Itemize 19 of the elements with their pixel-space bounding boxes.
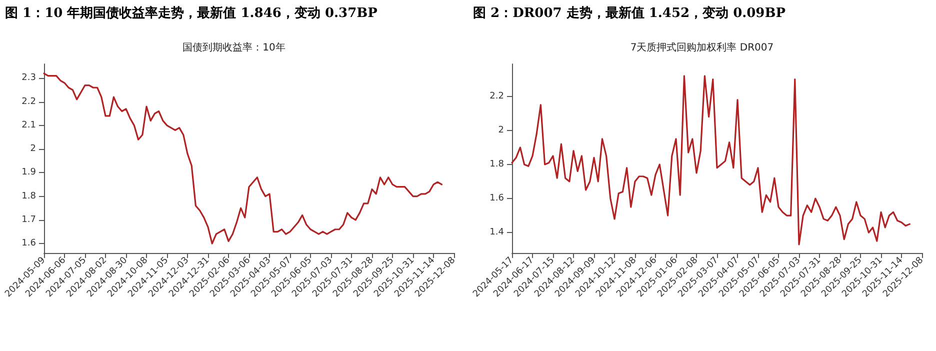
y-tick-label: 2.2	[490, 91, 504, 102]
chart-subtitle: 国债到期收益率：10年	[182, 42, 286, 54]
chart-title: 图 1：10 年期国债收益率走势，最新值 1.846，变动 0.37BP	[5, 5, 378, 21]
chart-title: 图 2：DR007 走势，最新值 1.452，变动 0.09BP	[473, 5, 786, 21]
y-tick-label: 2	[498, 125, 504, 136]
y-tick-label: 1.8	[22, 191, 36, 202]
y-tick-label: 2.1	[22, 120, 36, 130]
y-tick-label: 1.6	[22, 238, 36, 249]
y-tick-label: 2	[30, 144, 36, 154]
line-series	[511, 75, 910, 246]
y-tick-label: 2.3	[22, 73, 36, 84]
y-tick-label: 1.7	[22, 214, 36, 225]
y-tick-label: 1.8	[490, 159, 504, 170]
y-tick-label: 1.6	[490, 194, 504, 204]
y-tick-label: 1.9	[22, 168, 36, 178]
y-tick-label: 1.4	[490, 228, 504, 238]
y-tick-label: 2.2	[22, 96, 36, 107]
chart-subtitle: 7天质押式回购加权利率 DR007	[630, 42, 774, 54]
line-series	[43, 72, 442, 244]
